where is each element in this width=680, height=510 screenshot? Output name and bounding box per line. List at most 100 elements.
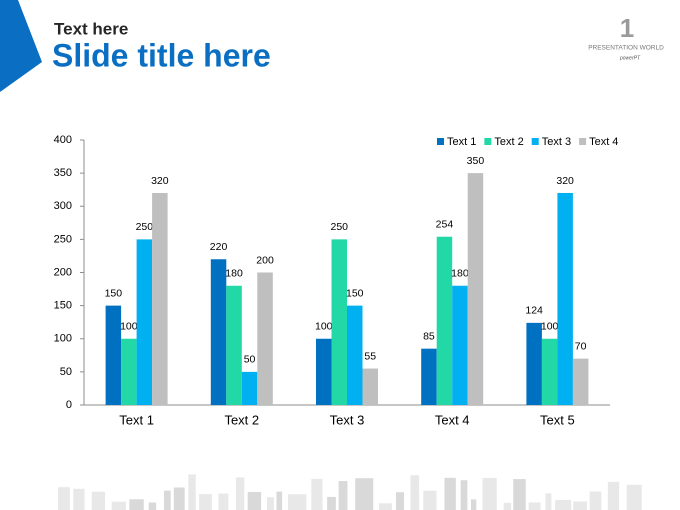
building bbox=[311, 478, 323, 510]
building bbox=[503, 502, 512, 510]
building bbox=[528, 502, 541, 510]
slide-title: Slide title here bbox=[52, 37, 271, 73]
corner-shape bbox=[0, 0, 42, 92]
skyline bbox=[58, 474, 642, 510]
data-label: 350 bbox=[467, 155, 485, 167]
building bbox=[129, 499, 144, 510]
bar bbox=[136, 239, 153, 405]
building bbox=[199, 494, 212, 510]
bar bbox=[467, 173, 484, 405]
data-label: 50 bbox=[244, 354, 256, 366]
building bbox=[589, 491, 602, 510]
building bbox=[555, 499, 572, 510]
legend-swatch bbox=[484, 138, 492, 145]
data-label: 100 bbox=[541, 321, 559, 333]
building bbox=[338, 481, 348, 510]
chart: 0 50 100 150 200 250 300 350 400 Text 1 150 100 250 3… bbox=[54, 134, 619, 428]
data-label: 320 bbox=[151, 175, 169, 187]
building bbox=[267, 497, 274, 510]
x-tick-label: Text 4 bbox=[435, 412, 470, 427]
building bbox=[513, 479, 526, 510]
building bbox=[545, 493, 552, 510]
logo-text: PRESENTATION WORLD bbox=[588, 45, 664, 52]
bar bbox=[210, 259, 227, 405]
building bbox=[444, 477, 456, 510]
bar bbox=[226, 285, 242, 405]
y-tick-label: 50 bbox=[60, 366, 72, 378]
y-tick-label: 300 bbox=[54, 200, 72, 212]
building bbox=[235, 477, 245, 510]
building bbox=[410, 475, 420, 510]
legend-swatch bbox=[437, 138, 444, 145]
building bbox=[379, 503, 392, 510]
bar bbox=[362, 368, 378, 405]
x-tick-label: Text 3 bbox=[330, 412, 365, 427]
building bbox=[276, 491, 283, 510]
building bbox=[327, 496, 336, 510]
data-label: 180 bbox=[451, 268, 469, 280]
bar bbox=[241, 371, 258, 405]
legend-label: Text 1 bbox=[447, 136, 476, 148]
kicker: Text here bbox=[54, 19, 128, 38]
bar bbox=[152, 193, 168, 405]
building bbox=[607, 481, 620, 510]
data-label: 320 bbox=[556, 175, 574, 187]
data-label: 250 bbox=[136, 221, 154, 233]
data-label: 150 bbox=[105, 287, 123, 299]
data-label: 100 bbox=[315, 321, 333, 333]
data-label: 124 bbox=[525, 305, 543, 317]
bar bbox=[557, 193, 573, 405]
building bbox=[58, 487, 70, 510]
x-tick-label: Text 1 bbox=[119, 412, 154, 427]
building bbox=[148, 502, 157, 510]
building bbox=[423, 490, 437, 510]
building bbox=[173, 487, 185, 510]
building bbox=[91, 491, 106, 510]
y-tick-label: 0 bbox=[66, 399, 72, 411]
legend-label: Text 4 bbox=[589, 136, 618, 148]
data-label: 180 bbox=[225, 268, 243, 280]
building bbox=[395, 492, 404, 510]
logo-sub: powerPT bbox=[619, 55, 641, 61]
building bbox=[163, 490, 171, 510]
y-tick-label: 100 bbox=[54, 333, 72, 345]
data-label: 250 bbox=[330, 221, 348, 233]
legend-swatch bbox=[531, 138, 539, 145]
bar bbox=[541, 338, 558, 405]
bar bbox=[347, 305, 363, 405]
building bbox=[73, 488, 85, 510]
legend-label: Text 2 bbox=[494, 136, 523, 148]
building bbox=[470, 499, 477, 510]
building bbox=[355, 478, 374, 510]
y-tick-label: 400 bbox=[54, 134, 72, 146]
building bbox=[460, 480, 468, 510]
bar bbox=[436, 236, 453, 405]
y-tick-label: 200 bbox=[54, 266, 72, 278]
building bbox=[573, 501, 587, 510]
building bbox=[218, 493, 229, 510]
y-tick-label: 350 bbox=[54, 167, 72, 179]
building bbox=[188, 474, 196, 510]
bar bbox=[452, 285, 468, 405]
logo: 1 PRESENTATION WORLD powerPT bbox=[588, 13, 664, 61]
building bbox=[288, 494, 307, 510]
bar bbox=[257, 272, 273, 405]
x-tick-label: Text 2 bbox=[224, 412, 259, 427]
bar bbox=[105, 305, 122, 405]
logo-mark: 1 bbox=[620, 13, 634, 43]
building bbox=[111, 501, 126, 510]
legend-swatch bbox=[579, 138, 587, 145]
bar bbox=[572, 358, 589, 405]
building bbox=[626, 484, 642, 510]
building bbox=[247, 491, 262, 510]
building bbox=[482, 477, 497, 510]
data-label: 220 bbox=[210, 241, 228, 253]
data-label: 100 bbox=[120, 321, 138, 333]
bar bbox=[421, 348, 437, 405]
x-tick-label: Text 5 bbox=[540, 412, 575, 427]
data-label: 70 bbox=[575, 340, 587, 352]
data-label: 150 bbox=[346, 287, 364, 299]
bar bbox=[526, 322, 542, 405]
bar bbox=[121, 338, 137, 405]
